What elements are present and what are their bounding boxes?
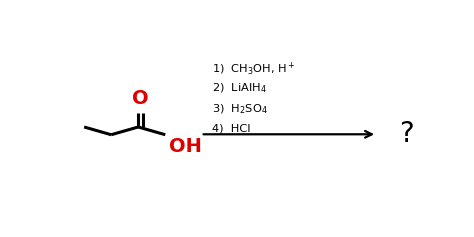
- Text: 2)  LiAlH$_4$: 2) LiAlH$_4$: [212, 82, 266, 96]
- Text: 3)  H$_2$SO$_4$: 3) H$_2$SO$_4$: [212, 102, 267, 115]
- Text: OH: OH: [169, 137, 202, 155]
- Text: ?: ?: [399, 120, 414, 148]
- Text: O: O: [132, 89, 149, 108]
- Text: 1)  CH$_3$OH, H$^+$: 1) CH$_3$OH, H$^+$: [212, 60, 295, 77]
- Text: 4)  HCl: 4) HCl: [212, 124, 250, 134]
